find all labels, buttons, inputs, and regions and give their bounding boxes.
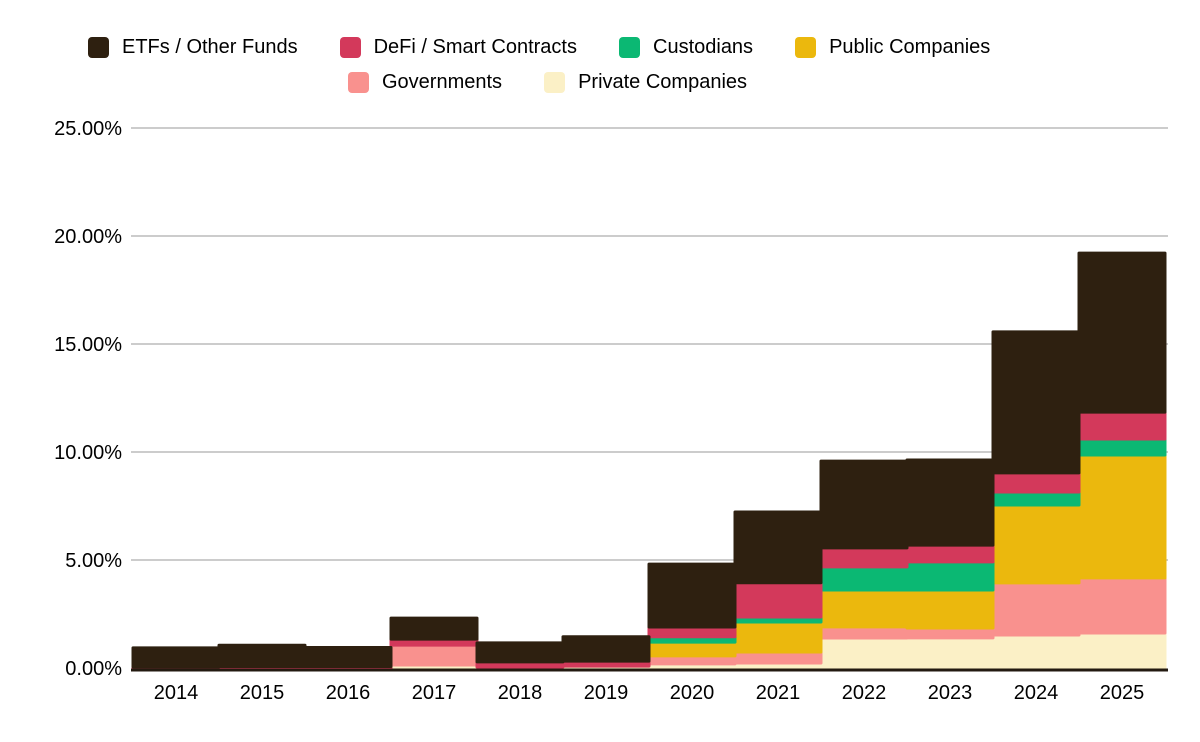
x-tick-label: 2020 (670, 682, 715, 704)
x-tick-label: 2024 (1014, 682, 1059, 704)
legend-swatch-icon (88, 37, 109, 58)
legend-label: Governments (382, 71, 503, 93)
x-axis-line (131, 668, 1168, 672)
y-tick-label: 5.00% (65, 550, 122, 572)
x-tick-label: 2014 (154, 682, 199, 704)
series-area-etfs-other-funds (131, 251, 1167, 669)
legend-swatch-icon (348, 72, 369, 93)
legend-item[interactable]: Private Companies (544, 71, 747, 94)
x-tick-label: 2023 (928, 682, 973, 704)
legend-swatch-icon (795, 37, 817, 58)
legend-label: DeFi / Smart Contracts (373, 36, 577, 58)
legend-item[interactable]: Public Companies (795, 36, 990, 59)
legend-row: ETFs / Other Funds DeFi / Smart Contracts… (88, 36, 1032, 59)
chart-legend: ETFs / Other Funds DeFi / Smart Contracts… (88, 36, 1032, 106)
y-tick-label: 10.00% (54, 442, 122, 464)
series-area-custodians (647, 437, 1167, 644)
y-tick-label: 25.00% (54, 118, 122, 140)
x-tick-label: 2022 (842, 682, 887, 704)
legend-swatch-icon (544, 72, 566, 93)
legend-label: Custodians (653, 36, 754, 58)
x-tick-label: 2016 (326, 682, 371, 704)
legend-item[interactable]: ETFs / Other Funds (88, 36, 298, 59)
y-tick-label: 15.00% (54, 334, 122, 356)
legend-label: ETFs / Other Funds (122, 36, 298, 58)
legend-row: Governments Private Companies (348, 71, 1032, 94)
x-tick-label: 2017 (412, 682, 457, 704)
legend-item[interactable]: Governments (348, 71, 502, 94)
legend-swatch-icon (619, 37, 640, 58)
legend-label: Private Companies (578, 71, 748, 93)
legend-item[interactable]: DeFi / Smart Contracts (339, 36, 577, 59)
x-tick-label: 2025 (1100, 682, 1145, 704)
legend-item[interactable]: Custodians (619, 36, 753, 59)
x-tick-label: 2021 (756, 682, 801, 704)
x-tick-label: 2015 (240, 682, 285, 704)
x-tick-label: 2019 (584, 682, 629, 704)
x-tick-label: 2018 (498, 682, 543, 704)
y-tick-label: 0.00% (65, 658, 122, 680)
legend-swatch-icon (339, 37, 361, 58)
y-tick-label: 20.00% (54, 226, 122, 248)
legend-label: Public Companies (829, 36, 991, 58)
